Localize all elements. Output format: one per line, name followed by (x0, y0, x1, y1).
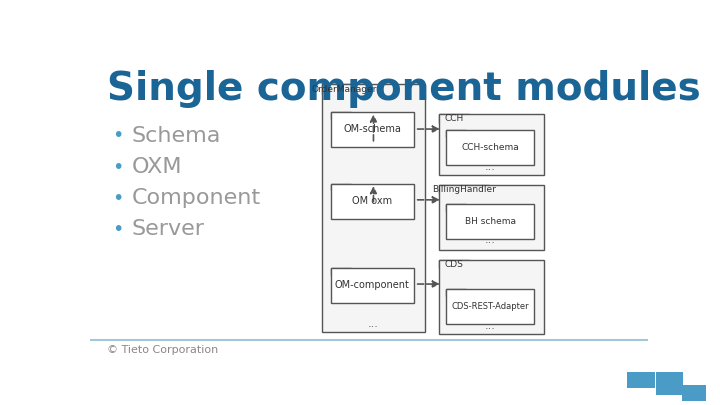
FancyBboxPatch shape (438, 114, 469, 123)
Text: Schema: Schema (132, 126, 221, 146)
FancyBboxPatch shape (446, 289, 466, 296)
Text: ...: ... (485, 321, 496, 331)
FancyBboxPatch shape (438, 114, 544, 175)
FancyBboxPatch shape (438, 260, 469, 269)
Text: •: • (112, 189, 124, 208)
Text: BH schema: BH schema (464, 217, 516, 226)
Text: OM oxm: OM oxm (352, 196, 392, 206)
FancyBboxPatch shape (331, 112, 413, 147)
FancyBboxPatch shape (322, 85, 425, 333)
Text: ...: ... (368, 319, 379, 328)
FancyBboxPatch shape (656, 372, 683, 395)
Text: Component: Component (132, 188, 261, 208)
FancyBboxPatch shape (334, 270, 416, 305)
FancyBboxPatch shape (438, 185, 544, 250)
Text: ...: ... (485, 235, 496, 245)
Text: OM-component: OM-component (335, 280, 410, 290)
Text: CDS-REST-Adapter: CDS-REST-Adapter (451, 302, 529, 311)
Text: •: • (112, 126, 124, 145)
Text: CCH: CCH (444, 114, 464, 123)
FancyBboxPatch shape (627, 372, 654, 388)
FancyBboxPatch shape (322, 85, 367, 94)
FancyBboxPatch shape (331, 183, 351, 190)
Text: OM-schema: OM-schema (343, 124, 401, 134)
FancyBboxPatch shape (331, 268, 413, 303)
FancyBboxPatch shape (449, 206, 537, 241)
FancyBboxPatch shape (438, 260, 544, 334)
FancyBboxPatch shape (334, 114, 416, 149)
Text: Single component modules: Single component modules (107, 70, 701, 109)
FancyBboxPatch shape (331, 183, 413, 219)
Text: •: • (112, 158, 124, 177)
FancyBboxPatch shape (446, 130, 466, 136)
Text: ...: ... (485, 162, 496, 172)
FancyBboxPatch shape (331, 112, 351, 119)
Text: CDS: CDS (445, 260, 464, 269)
FancyBboxPatch shape (449, 291, 537, 326)
Text: OrderManager: OrderManager (312, 85, 377, 94)
FancyBboxPatch shape (682, 385, 706, 401)
Text: © Tieto Corporation: © Tieto Corporation (107, 345, 218, 354)
Text: Server: Server (132, 220, 205, 239)
Text: OXM: OXM (132, 157, 182, 177)
Text: •: • (112, 220, 124, 239)
FancyBboxPatch shape (449, 132, 537, 166)
FancyBboxPatch shape (446, 130, 534, 164)
FancyBboxPatch shape (446, 204, 466, 211)
FancyBboxPatch shape (446, 204, 534, 239)
FancyBboxPatch shape (446, 289, 534, 324)
Text: CCH-schema: CCH-schema (462, 143, 519, 151)
FancyBboxPatch shape (438, 185, 489, 194)
FancyBboxPatch shape (331, 268, 351, 275)
Text: BillingHandler: BillingHandler (432, 185, 496, 194)
FancyBboxPatch shape (334, 185, 416, 220)
